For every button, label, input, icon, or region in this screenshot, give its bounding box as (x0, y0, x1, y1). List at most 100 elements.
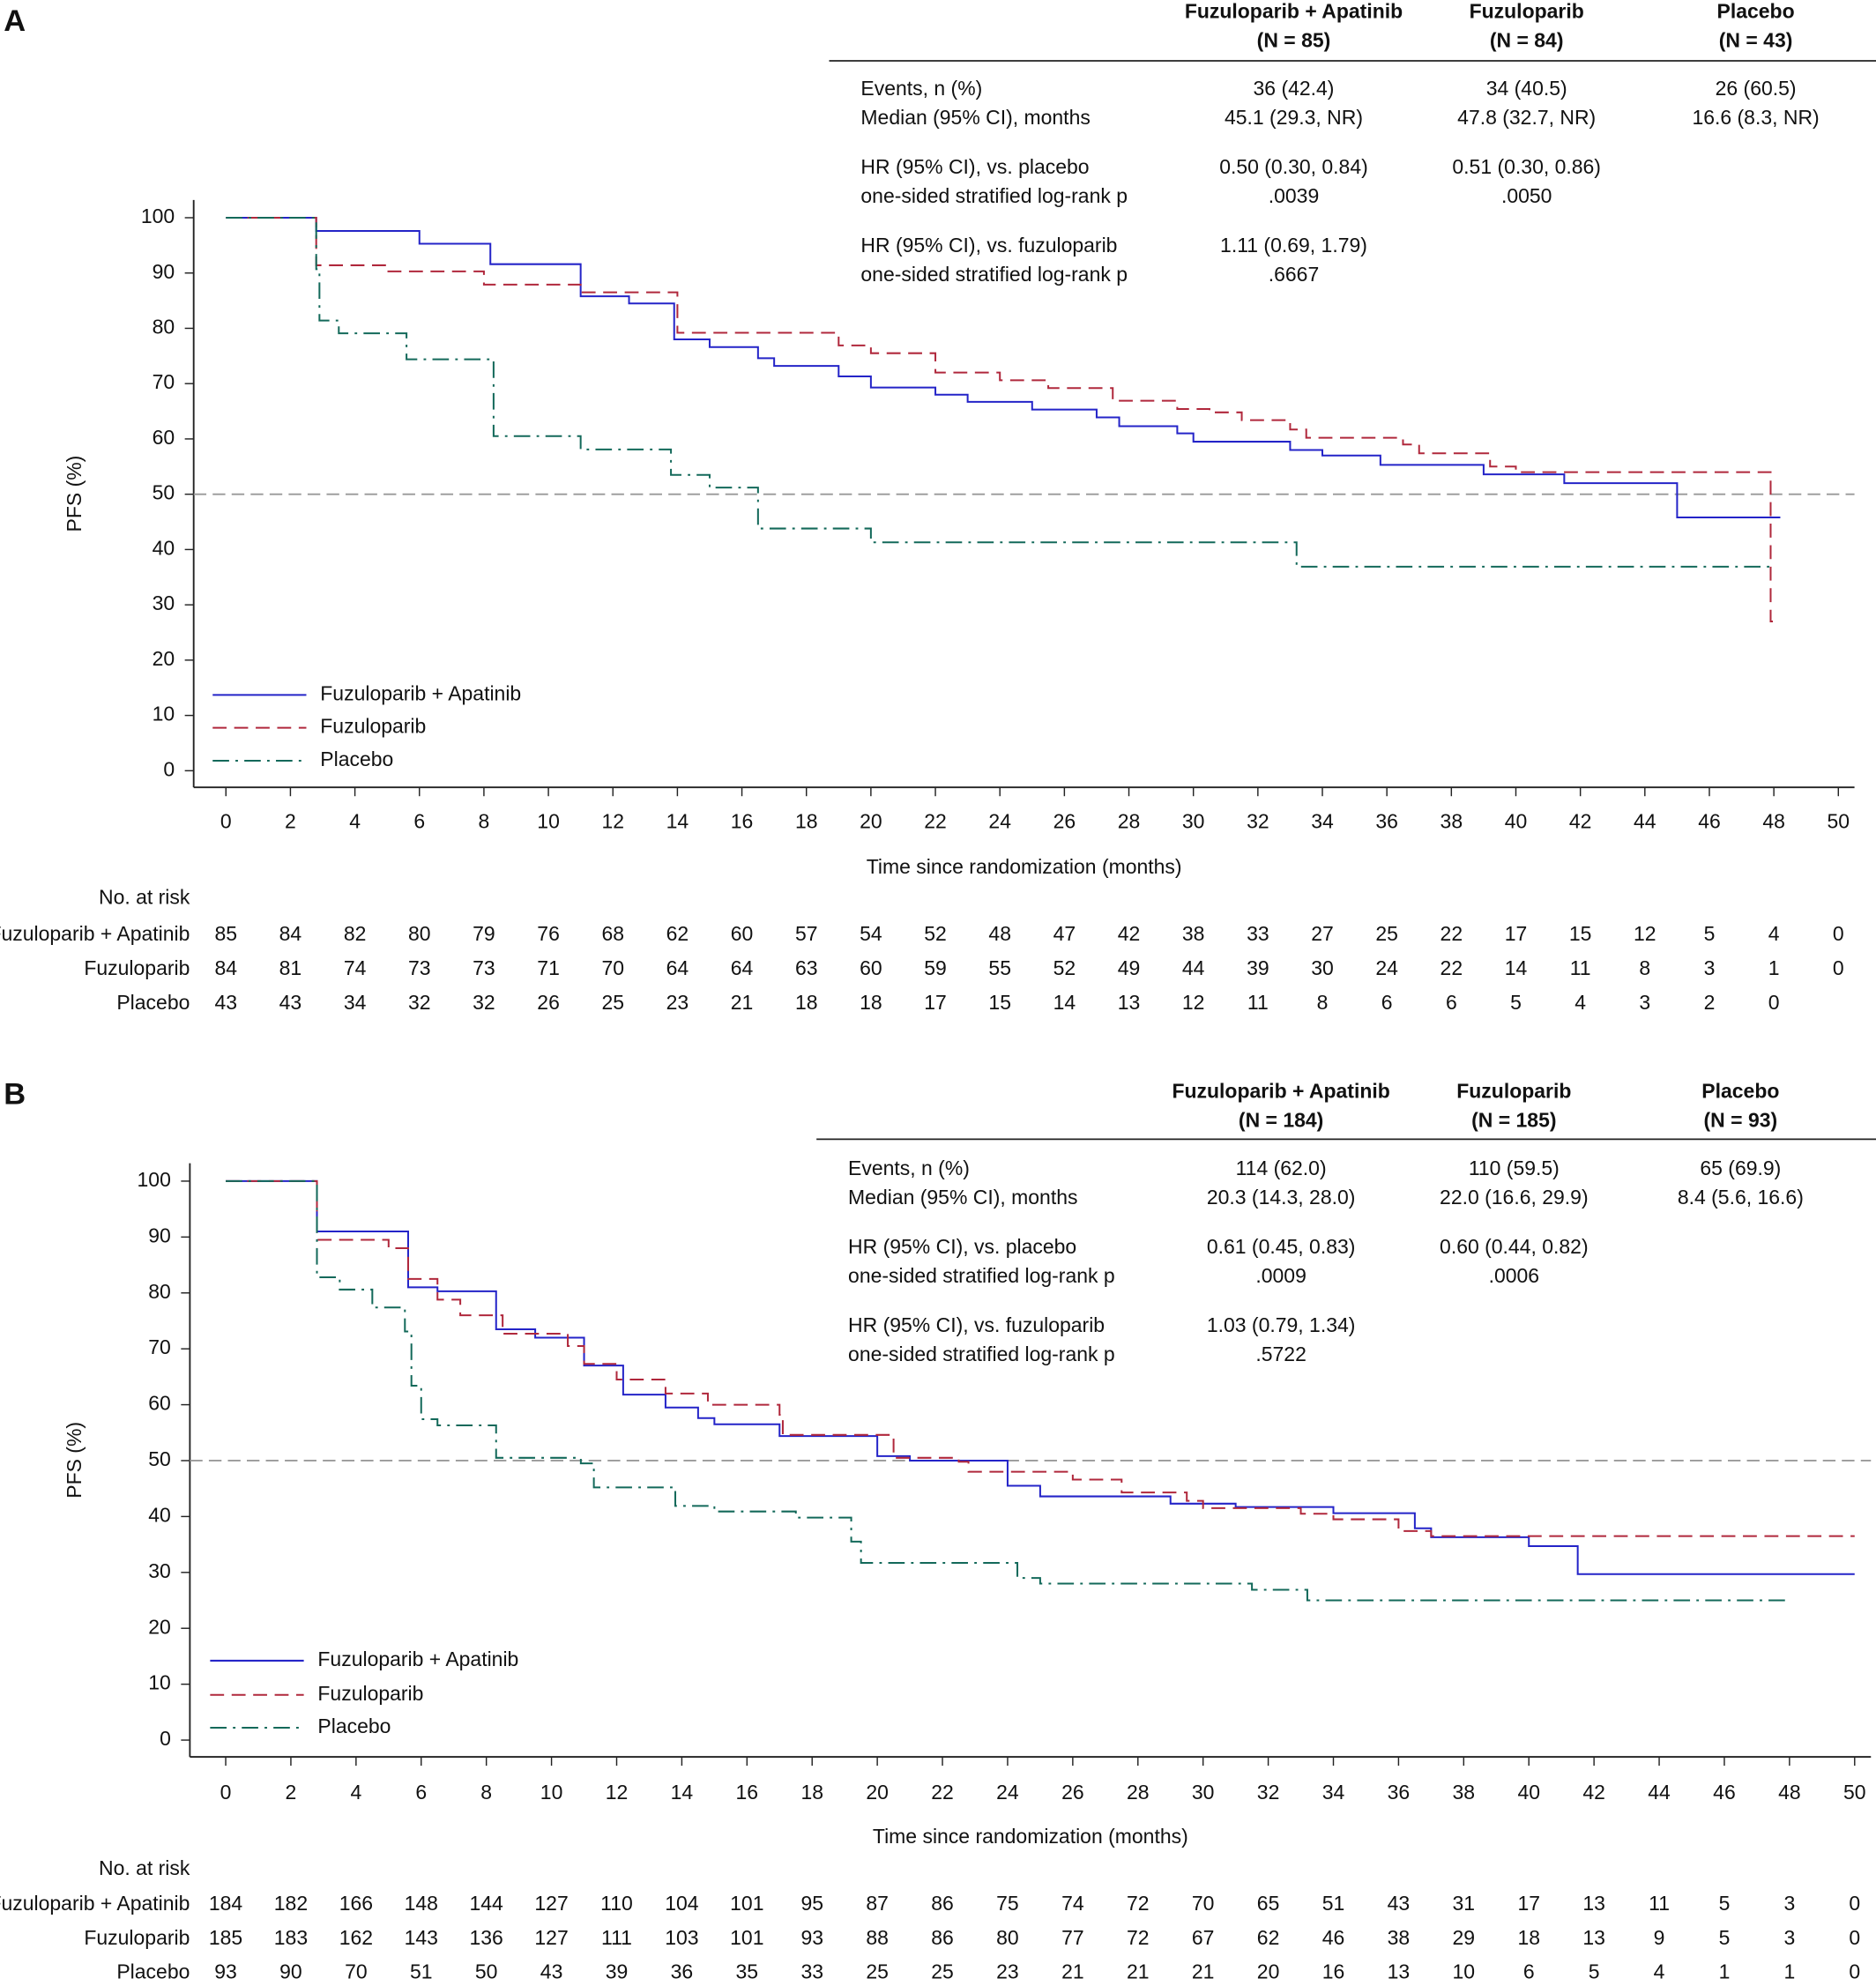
risk-count: 11 (1570, 956, 1591, 979)
stats-header: Fuzuloparib (1456, 1079, 1571, 1102)
risk-count: 1 (1783, 1960, 1795, 1983)
risk-count: 12 (1634, 922, 1656, 945)
risk-count: 64 (666, 956, 689, 979)
x-tick-label: 4 (350, 1781, 361, 1804)
risk-count: 21 (1192, 1960, 1215, 1983)
risk-count: 1 (1719, 1960, 1731, 1983)
risk-count: 93 (214, 1960, 237, 1983)
stats-cell: .0009 (1255, 1264, 1306, 1287)
x-tick-label: 50 (1843, 1781, 1866, 1804)
legend-label: Placebo (320, 748, 393, 770)
x-tick-label: 2 (286, 1781, 297, 1804)
risk-count: 79 (473, 922, 495, 945)
risk-count: 70 (345, 1960, 368, 1983)
risk-count: 103 (665, 1926, 698, 1949)
risk-count: 68 (601, 922, 624, 945)
risk-count: 0 (1833, 922, 1844, 945)
risk-count: 86 (931, 1892, 954, 1915)
risk-count: 70 (601, 956, 624, 979)
risk-count: 0 (1768, 991, 1780, 1014)
risk-count: 42 (1118, 922, 1141, 945)
y-tick-label: 90 (148, 1224, 171, 1246)
risk-count: 101 (730, 1892, 763, 1915)
risk-count: 60 (860, 956, 882, 979)
stats-cell: 0.61 (0.45, 0.83) (1207, 1235, 1356, 1258)
risk-count: 43 (279, 991, 302, 1014)
risk-count: 38 (1388, 1926, 1411, 1949)
risk-count: 54 (860, 922, 882, 945)
stats-cell: 16.6 (8.3, NR) (1692, 106, 1819, 129)
y-tick-label: 30 (153, 591, 175, 614)
y-tick-label: 100 (138, 1168, 171, 1191)
y-tick-label: 60 (148, 1392, 171, 1415)
risk-count: 51 (410, 1960, 433, 1983)
x-tick-label: 22 (931, 1781, 954, 1804)
risk-count: 82 (344, 922, 367, 945)
panel-letter: A (4, 4, 26, 38)
x-tick-label: 12 (606, 1781, 629, 1804)
risk-count: 64 (731, 956, 754, 979)
risk-count: 57 (795, 922, 818, 945)
x-tick-label: 38 (1453, 1781, 1476, 1804)
risk-count: 87 (866, 1892, 889, 1915)
risk-count: 111 (601, 1926, 632, 1949)
risk-count: 3 (1783, 1892, 1795, 1915)
risk-count: 23 (666, 991, 689, 1014)
stats-cell: 8.4 (5.6, 16.6) (1678, 1186, 1804, 1209)
risk-count: 5 (1719, 1926, 1731, 1949)
risk-count: 30 (1311, 956, 1334, 979)
y-axis-label: PFS (%) (63, 456, 86, 532)
risk-count: 26 (537, 991, 560, 1014)
x-tick-label: 16 (736, 1781, 759, 1804)
risk-count: 39 (1247, 956, 1269, 979)
risk-count: 143 (405, 1926, 438, 1949)
y-axis-label: PFS (%) (63, 1422, 86, 1499)
x-tick-label: 28 (1118, 809, 1141, 832)
risk-count: 148 (405, 1892, 438, 1915)
risk-count: 17 (1517, 1892, 1540, 1915)
risk-count: 14 (1505, 956, 1528, 979)
x-tick-label: 8 (479, 809, 490, 832)
x-tick-label: 34 (1322, 1781, 1345, 1804)
risk-count: 36 (671, 1960, 694, 1983)
risk-count: 1 (1768, 956, 1780, 979)
risk-count: 23 (996, 1960, 1019, 1983)
risk-count: 15 (1569, 922, 1592, 945)
stats-cell: .5722 (1255, 1343, 1306, 1365)
legend-label: Fuzuloparib + Apatinib (320, 681, 521, 704)
x-tick-label: 28 (1127, 1781, 1150, 1804)
y-tick-label: 0 (160, 1727, 171, 1750)
risk-count: 29 (1453, 1926, 1476, 1949)
x-tick-label: 44 (1634, 809, 1656, 832)
risk-count: 27 (1311, 922, 1334, 945)
stats-row-label: one-sided stratified log-rank p (848, 1343, 1115, 1365)
risk-count: 6 (1523, 1960, 1535, 1983)
risk-count: 15 (988, 991, 1011, 1014)
x-tick-label: 4 (349, 809, 361, 832)
risk-count: 12 (1182, 991, 1205, 1014)
risk-row-label: Fuzuloparib (84, 1926, 190, 1949)
risk-count: 11 (1247, 991, 1269, 1014)
y-tick-label: 10 (148, 1671, 171, 1694)
risk-count: 9 (1654, 1926, 1665, 1949)
risk-count: 62 (666, 922, 689, 945)
stats-row-label: Events, n (%) (860, 77, 982, 100)
x-tick-label: 24 (988, 809, 1011, 832)
risk-count: 5 (1589, 1960, 1600, 1983)
risk-count: 32 (473, 991, 495, 1014)
stats-n: (N = 85) (1257, 28, 1331, 51)
risk-count: 48 (988, 922, 1011, 945)
stats-cell: 0.60 (0.44, 0.82) (1440, 1235, 1589, 1258)
x-tick-label: 42 (1569, 809, 1592, 832)
stats-cell: 1.11 (0.69, 1.79) (1220, 234, 1367, 257)
risk-count: 84 (279, 922, 302, 945)
x-tick-label: 20 (866, 1781, 889, 1804)
risk-count: 104 (665, 1892, 699, 1915)
risk-count: 32 (408, 991, 431, 1014)
risk-count: 18 (795, 991, 818, 1014)
risk-count: 63 (795, 956, 818, 979)
stats-n: (N = 185) (1471, 1108, 1556, 1131)
risk-count: 70 (1192, 1892, 1215, 1915)
risk-count: 76 (537, 922, 560, 945)
